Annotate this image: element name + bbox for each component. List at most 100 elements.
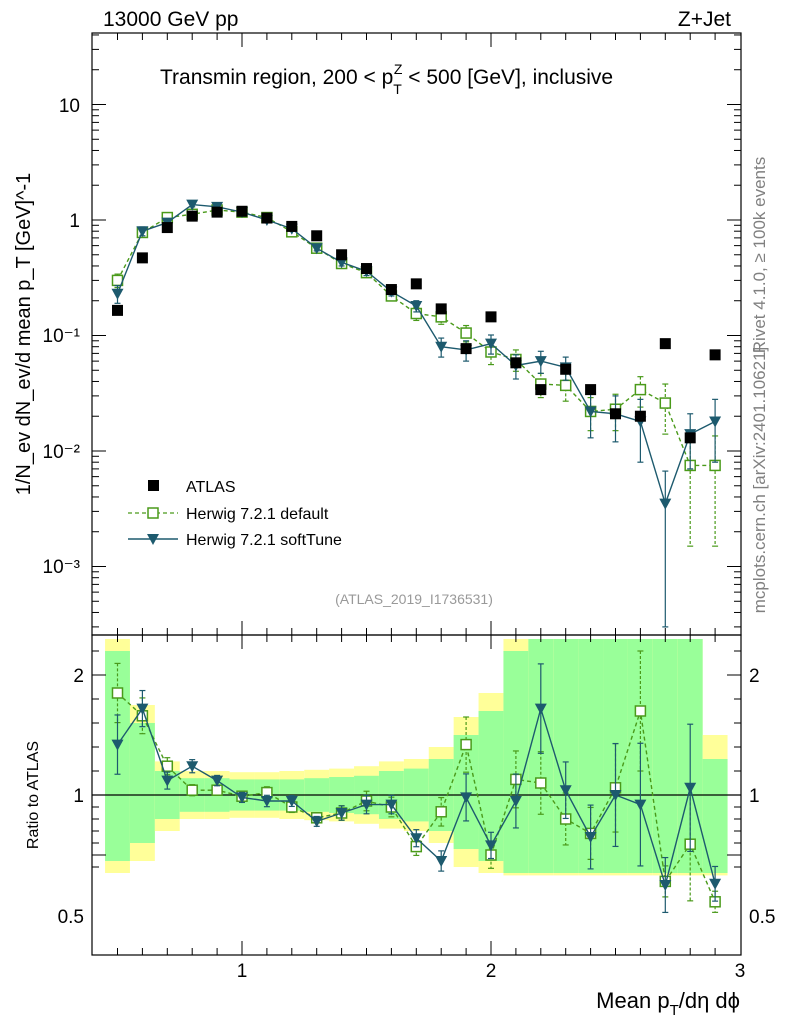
axis-ticks — [92, 33, 741, 955]
ratio-point — [260, 796, 273, 807]
ratio-point — [310, 816, 323, 828]
atlas-point — [261, 212, 273, 224]
x-axis-label: Mean pT/dη dϕ — [596, 988, 740, 1019]
ratio-point — [186, 784, 198, 796]
ratio-point — [186, 761, 199, 773]
atlas-point — [410, 278, 422, 290]
rivet-version-label: Rivet 4.1.0, ≥ 100k events — [750, 157, 769, 353]
data-point — [186, 199, 199, 211]
data-point — [410, 301, 423, 313]
ratio-point — [236, 792, 248, 804]
data-point — [659, 397, 672, 409]
legend-default-marker — [147, 507, 159, 519]
legend-soft-marker — [147, 534, 159, 545]
atlas-point — [211, 206, 223, 218]
data-point — [136, 226, 149, 238]
ratio-point — [111, 687, 124, 699]
mcplots-label: mcplots.cern.ch [arXiv:2401.10621] — [750, 347, 769, 613]
atlas-point — [460, 343, 472, 355]
atlas-point — [659, 338, 671, 350]
band-inner — [129, 723, 155, 843]
ratio-point — [211, 784, 223, 796]
data-point — [659, 498, 672, 510]
band-inner — [553, 639, 579, 873]
atlas-point — [286, 220, 298, 232]
legend-atlas-marker — [148, 480, 159, 491]
legend-default-label: Herwig 7.2.1 default — [186, 506, 329, 523]
y-tick-label-10: 10 — [59, 96, 80, 117]
ratio-point — [360, 799, 373, 811]
ratio-point — [485, 840, 497, 852]
y-axis-label: 1/N_ev dN_ev/d mean p_T [GeV]^-1 — [13, 173, 35, 496]
y-tick-label-0.01: 10⁻² — [43, 442, 81, 463]
atlas-point — [510, 357, 522, 369]
band-inner — [652, 639, 678, 873]
ratio-point — [285, 796, 298, 807]
atlas-point — [112, 304, 123, 316]
atlas-point — [684, 432, 696, 444]
header-right: Z+Jet — [678, 8, 731, 31]
y-tick-label-0.1: 10⁻¹ — [43, 326, 81, 347]
atlas-point — [385, 284, 397, 296]
data-point — [634, 383, 647, 396]
ratio-point — [559, 785, 572, 797]
legend-soft-label: Herwig 7.2.1 softTune — [186, 532, 342, 549]
atlas-point — [485, 311, 497, 323]
ratio-point — [111, 739, 124, 751]
ratio-point — [211, 775, 224, 787]
header-left: 13000 GeV pp — [103, 8, 238, 31]
atlas-point — [361, 263, 372, 275]
main-plot-area — [111, 199, 722, 628]
ratio-point — [634, 799, 647, 811]
y-tick-label-0.001: 10⁻³ — [43, 557, 81, 578]
ratio-point — [385, 799, 398, 811]
herwig-7-2-1-default-line — [116, 209, 716, 467]
ratio-point — [584, 832, 597, 843]
analysis-tag: (ATLAS_2019_I1736531) — [335, 591, 493, 607]
data-point — [111, 288, 124, 300]
band-inner — [702, 759, 728, 873]
x-tick-label-1: 1 — [237, 961, 248, 982]
atlas-point — [311, 230, 323, 242]
ratio-point — [136, 703, 149, 715]
legend: ATLAS Herwig 7.2.1 default Herwig 7.2.1 … — [128, 479, 342, 549]
x-tick-label-2: 2 — [486, 961, 497, 982]
ratio-point — [335, 808, 348, 819]
data-point — [460, 327, 472, 339]
ratio-tick-right-1: 1 — [749, 786, 760, 807]
atlas-point — [435, 303, 447, 315]
ratio-point — [684, 782, 697, 794]
atlas-point — [161, 222, 173, 234]
ratio-point — [460, 792, 473, 804]
ratio-point — [535, 777, 547, 789]
ratio-tick-right-0.5: 0.5 — [749, 907, 775, 928]
ratio-tick-right-2: 2 — [749, 666, 760, 687]
ratio-point — [460, 738, 472, 751]
ratio-tick-left-1: 1 — [73, 786, 84, 807]
ratio-tick-left-0.5: 0.5 — [58, 907, 84, 928]
atlas-point — [236, 205, 248, 217]
legend-atlas-label: ATLAS — [186, 479, 236, 496]
atlas-point — [186, 210, 198, 222]
atlas-point — [634, 410, 646, 422]
data-point — [310, 243, 323, 255]
ratio-tick-left-2: 2 — [73, 666, 84, 687]
ratio-point — [709, 878, 722, 890]
ratio-point — [534, 703, 547, 715]
ratio-point — [634, 705, 647, 717]
plot-title: Transmin region, 200 < pTZ < 500 [GeV], … — [160, 61, 613, 97]
data-point — [584, 406, 597, 418]
atlas-point — [136, 252, 148, 264]
ratio-axis-label: Ratio to ATLAS — [25, 741, 42, 849]
ratio-plot-area — [92, 650, 741, 914]
atlas-point — [560, 363, 572, 375]
data-point — [709, 416, 722, 428]
ratio-point — [435, 856, 448, 867]
atlas-point — [535, 384, 547, 396]
ratio-point — [609, 790, 622, 801]
data-point — [559, 379, 572, 392]
atlas-point — [585, 384, 597, 396]
y-tick-label-1: 1 — [69, 211, 80, 232]
atlas-point — [610, 408, 621, 420]
ratio-point — [659, 880, 672, 891]
